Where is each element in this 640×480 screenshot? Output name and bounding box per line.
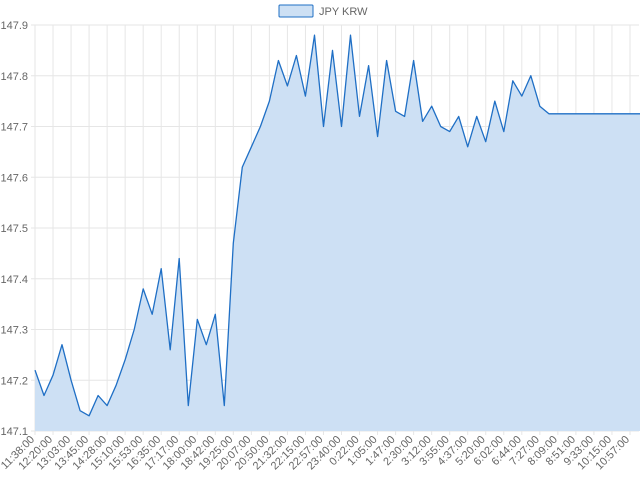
x-axis: 11:38:0012:20:0013:03:0013:45:0014:28:00… [0,434,632,473]
y-axis: 147.1 147.2 147.3 147.4 147.5 147.6 147.7 147.8… [0,20,28,438]
y-tick-label: 147.8 [0,71,28,83]
y-tick-label: 147.7 [0,122,28,134]
plot-area [34,34,640,431]
y-tick-label: 147.2 [0,375,28,387]
y-tick-label: 147.1 [0,426,28,438]
series-line [34,34,640,417]
y-tick-label: 147.4 [0,274,28,286]
legend-swatch[interactable] [278,4,314,18]
series-area-fill [35,35,640,431]
legend-label[interactable]: JPY KRW [319,6,368,18]
y-tick-label: 147.3 [0,325,28,337]
y-tick-label: 147.6 [0,172,28,184]
legend[interactable]: JPY KRW [278,4,368,18]
y-tick-label: 147.9 [0,20,28,32]
y-tick-label: 147.5 [0,223,28,235]
